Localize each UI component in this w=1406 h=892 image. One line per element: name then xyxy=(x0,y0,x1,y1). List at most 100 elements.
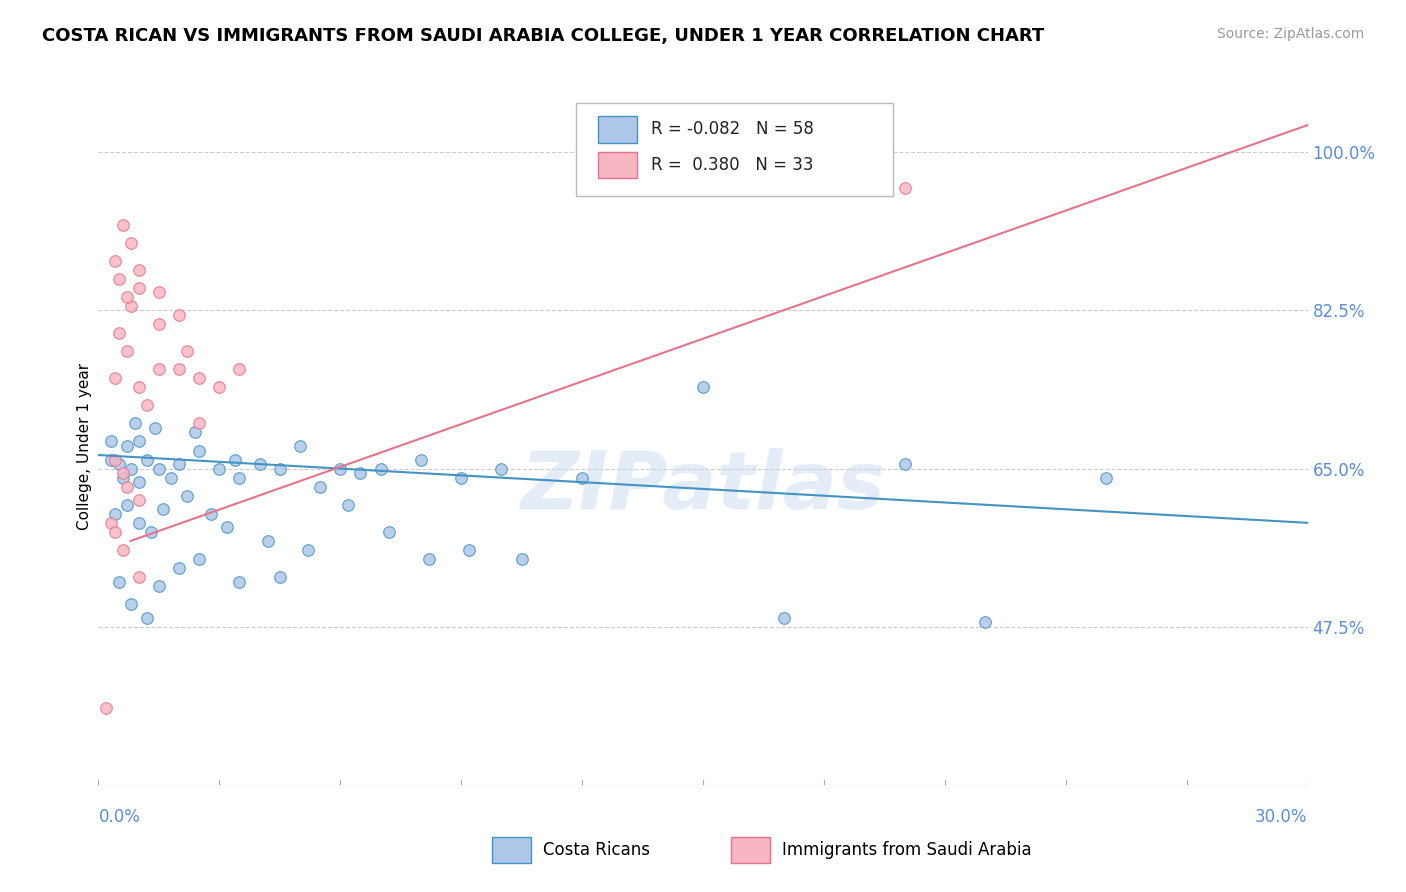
Point xyxy=(152,502,174,516)
Point xyxy=(349,466,371,480)
Point xyxy=(208,380,231,394)
Text: Costa Ricans: Costa Ricans xyxy=(543,841,650,859)
Point xyxy=(224,452,246,467)
Text: Immigrants from Saudi Arabia: Immigrants from Saudi Arabia xyxy=(782,841,1032,859)
Point xyxy=(120,597,142,611)
Point xyxy=(128,570,150,584)
Point xyxy=(124,417,146,431)
Point xyxy=(217,520,239,534)
Point xyxy=(115,290,138,304)
Point xyxy=(309,480,332,494)
Point xyxy=(139,524,162,539)
Point xyxy=(120,235,142,250)
Point xyxy=(188,552,211,566)
Point xyxy=(188,443,211,458)
Point xyxy=(510,552,533,566)
Point xyxy=(200,507,222,521)
Point xyxy=(103,507,125,521)
Point xyxy=(893,181,915,195)
Point xyxy=(148,579,170,593)
Point xyxy=(107,326,129,340)
Point xyxy=(228,574,250,589)
Point xyxy=(188,371,211,385)
Point xyxy=(409,452,432,467)
Point xyxy=(269,570,291,584)
Point xyxy=(571,470,593,484)
Point xyxy=(111,218,134,232)
Point xyxy=(418,552,440,566)
Point xyxy=(128,380,150,394)
Text: 30.0%: 30.0% xyxy=(1256,807,1308,826)
Point xyxy=(120,299,142,313)
Point xyxy=(100,434,122,449)
Point xyxy=(135,611,157,625)
Point xyxy=(111,543,134,558)
Point xyxy=(184,425,207,440)
Point xyxy=(115,498,138,512)
Text: ZIPatlas: ZIPatlas xyxy=(520,448,886,525)
Point xyxy=(107,272,129,286)
Point xyxy=(167,561,190,575)
Text: Source: ZipAtlas.com: Source: ZipAtlas.com xyxy=(1216,27,1364,41)
Point xyxy=(96,701,118,715)
Point xyxy=(128,475,150,490)
Point xyxy=(167,457,190,471)
Text: R =  0.380   N = 33: R = 0.380 N = 33 xyxy=(651,156,814,174)
Point xyxy=(115,344,138,359)
Point xyxy=(974,615,997,630)
Point xyxy=(148,285,170,300)
Point xyxy=(176,489,198,503)
Point xyxy=(103,371,125,385)
Point xyxy=(208,461,231,475)
Point xyxy=(115,480,138,494)
Point xyxy=(100,516,122,530)
Point xyxy=(167,308,190,322)
Point xyxy=(228,362,250,376)
Point xyxy=(103,253,125,268)
Point xyxy=(450,470,472,484)
Point xyxy=(103,452,125,467)
Point xyxy=(100,452,122,467)
Point xyxy=(103,524,125,539)
Point xyxy=(893,457,915,471)
Point xyxy=(176,344,198,359)
Point xyxy=(107,457,129,471)
Point xyxy=(135,452,157,467)
Point xyxy=(297,543,319,558)
Point xyxy=(143,421,166,435)
Point xyxy=(111,470,134,484)
Point xyxy=(128,493,150,508)
Point xyxy=(269,461,291,475)
Point xyxy=(111,466,134,480)
Point xyxy=(148,461,170,475)
Point xyxy=(772,611,794,625)
Point xyxy=(228,470,250,484)
Point xyxy=(115,439,138,453)
Point xyxy=(128,516,150,530)
Point xyxy=(188,417,211,431)
Point xyxy=(128,281,150,295)
Point xyxy=(148,362,170,376)
Text: R = -0.082   N = 58: R = -0.082 N = 58 xyxy=(651,120,814,138)
Point xyxy=(458,543,481,558)
Point xyxy=(249,457,271,471)
Point xyxy=(120,461,142,475)
Point xyxy=(491,461,513,475)
Point xyxy=(107,574,129,589)
Point xyxy=(160,470,183,484)
Point xyxy=(256,533,278,548)
Point xyxy=(1095,470,1118,484)
Point xyxy=(128,434,150,449)
Point xyxy=(148,317,170,331)
Text: 0.0%: 0.0% xyxy=(98,807,141,826)
Point xyxy=(337,498,360,512)
Y-axis label: College, Under 1 year: College, Under 1 year xyxy=(77,362,91,530)
Point xyxy=(135,398,157,412)
Point xyxy=(692,380,714,394)
Point xyxy=(329,461,352,475)
Point xyxy=(370,461,392,475)
Point xyxy=(288,439,311,453)
Point xyxy=(377,524,399,539)
Text: COSTA RICAN VS IMMIGRANTS FROM SAUDI ARABIA COLLEGE, UNDER 1 YEAR CORRELATION CH: COSTA RICAN VS IMMIGRANTS FROM SAUDI ARA… xyxy=(42,27,1045,45)
Point xyxy=(167,362,190,376)
